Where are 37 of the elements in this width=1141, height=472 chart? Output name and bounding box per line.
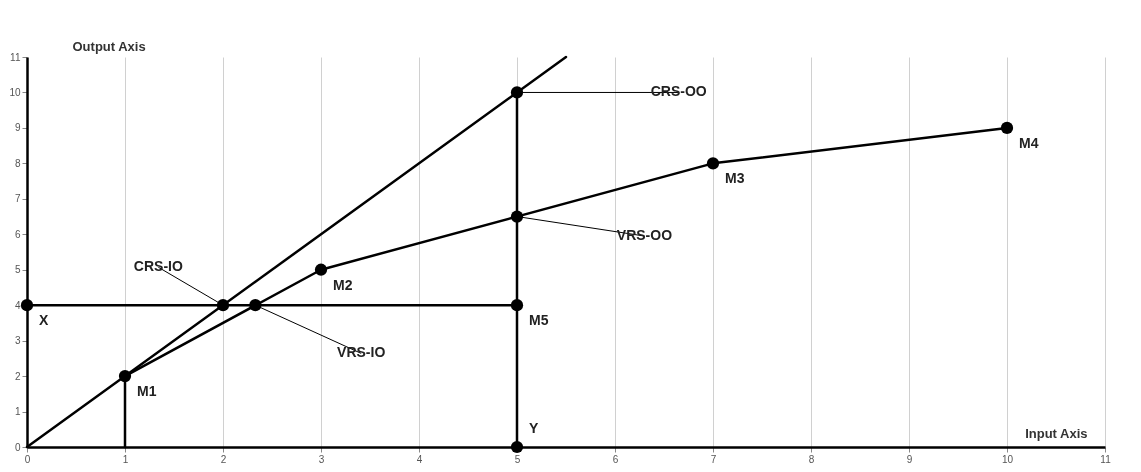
annotation: M2 (333, 276, 353, 293)
y-tick-label: 11 (10, 51, 21, 63)
x-tick-label: 3 (318, 453, 325, 465)
x-tick-label: 6 (612, 453, 619, 465)
annotation: CRS-IO (133, 258, 183, 275)
annotation: VRS-OO (616, 227, 673, 244)
x-tick-label: 10 (1001, 453, 1014, 465)
x-tick-label: 4 (416, 453, 423, 465)
y-tick-label: 5 (14, 264, 21, 276)
y-tick-label: 8 (14, 157, 21, 169)
annotation: M5 (529, 312, 549, 329)
annotation: X (39, 312, 49, 329)
annotation: Y (529, 420, 539, 436)
y-tick-label: 7 (14, 193, 21, 205)
annotation: CRS-OO (650, 83, 707, 100)
y-tick-label: 3 (14, 335, 21, 347)
y-tick-label: 6 (14, 228, 21, 240)
annotation: VRS-IO (337, 344, 386, 361)
x-tick-label: 7 (710, 453, 717, 465)
x-tick-label: 11 (1100, 453, 1112, 465)
x-tick-label: 8 (808, 453, 815, 465)
y-tick-label: 9 (14, 122, 21, 134)
x-tick-label: 1 (122, 453, 129, 465)
y-tick-label: 2 (14, 370, 21, 382)
annotation: M1 (137, 383, 157, 400)
annotation: M4 (1019, 134, 1039, 151)
y-tick-label: 4 (14, 299, 21, 311)
x-axis-title: Input Axis (1025, 425, 1088, 441)
x-tick-label: 2 (220, 453, 227, 465)
y-axis-title: Output Axis (72, 38, 146, 54)
y-tick-label: 0 (14, 441, 21, 453)
y-tick-label: 1 (14, 406, 21, 418)
x-tick-label: 0 (24, 453, 31, 465)
x-tick-label: 5 (514, 453, 521, 465)
annotation: M3 (725, 170, 745, 187)
y-tick-label: 10 (9, 86, 21, 98)
x-tick-label: 9 (906, 453, 913, 465)
